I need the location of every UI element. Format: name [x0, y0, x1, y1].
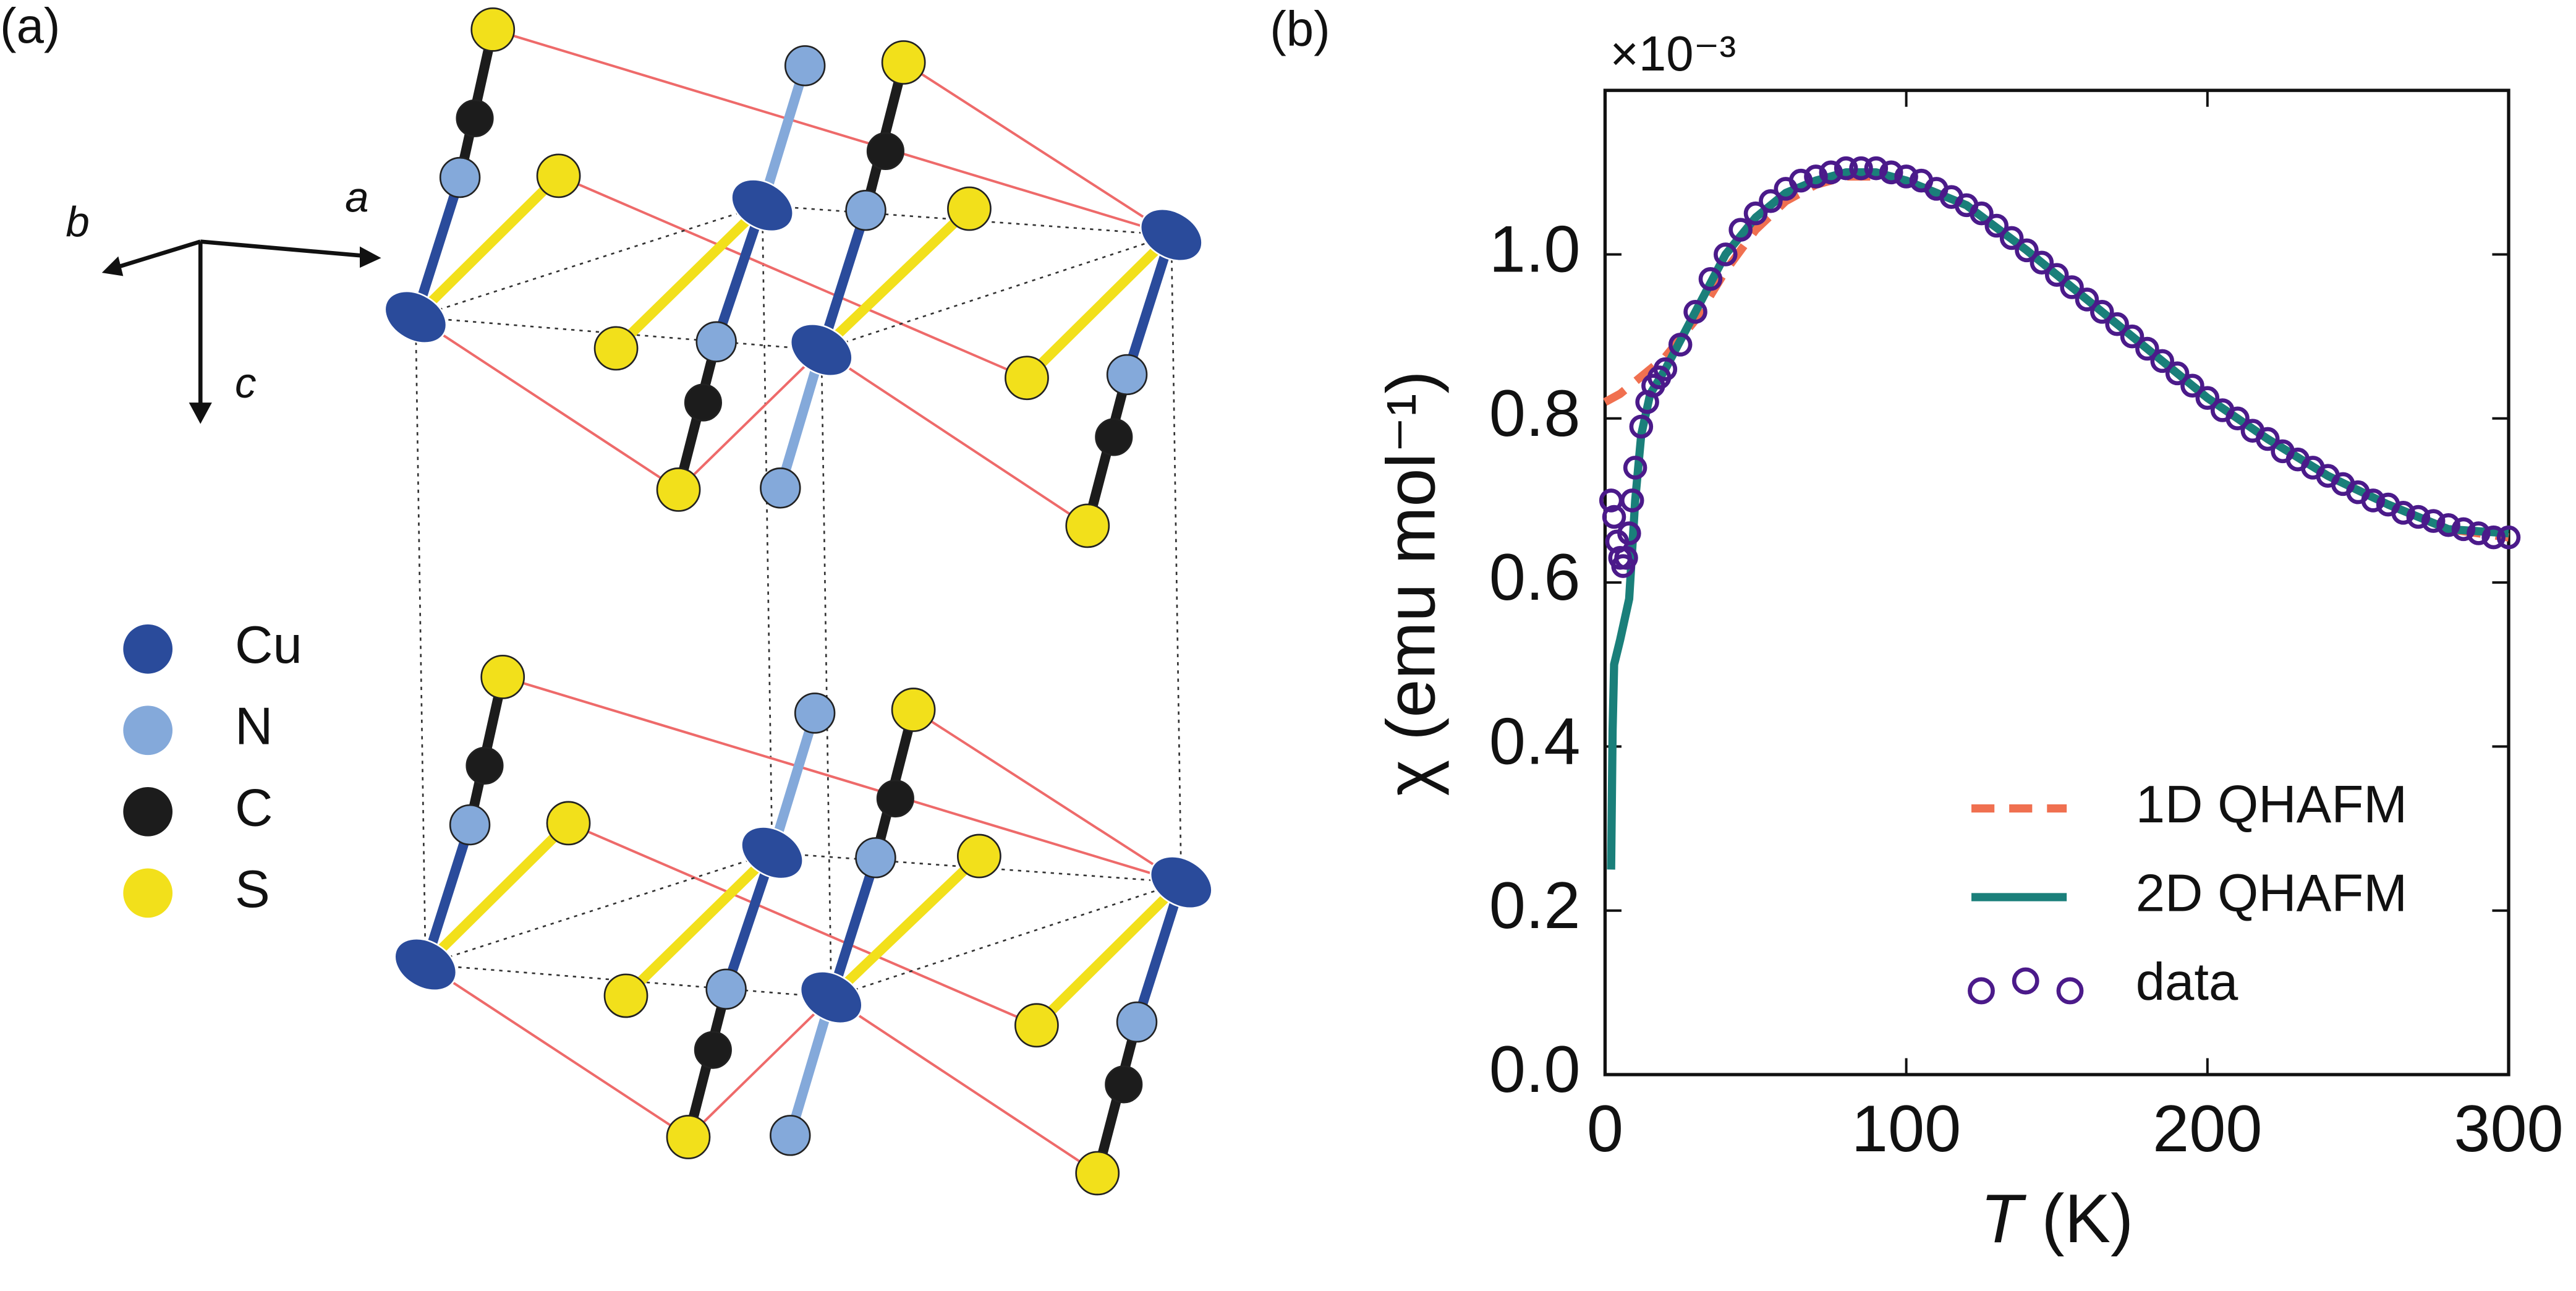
axis-letter: a	[345, 173, 368, 221]
y-axis-label: χ (emu mol⁻¹)	[1372, 370, 1449, 796]
data-point	[1804, 164, 1828, 189]
data-point	[2060, 275, 2084, 299]
legend-label: data	[2136, 953, 2238, 1012]
data-point	[1620, 488, 1644, 513]
multiplier: ×10⁻³	[1610, 26, 1736, 81]
legend-swatch	[123, 786, 173, 837]
y-tick-label: 0.0	[1489, 1033, 1581, 1106]
data-point	[2090, 300, 2114, 324]
data-point	[2105, 312, 2129, 336]
data-point	[1999, 226, 2024, 250]
legend-swatch	[123, 624, 173, 674]
data-point	[2075, 288, 2099, 312]
data-point	[2421, 509, 2446, 533]
data-point	[2135, 336, 2159, 361]
data-point	[2481, 525, 2506, 550]
axes-arrows	[101, 239, 381, 424]
data-point	[1714, 242, 1738, 266]
data-point	[2436, 513, 2460, 537]
legend-label: 2D QHAFM	[2136, 864, 2407, 922]
series-line	[1607, 168, 2509, 870]
data-point	[2015, 238, 2039, 263]
crystal-layer	[376, 8, 1212, 547]
x-tick-label: 200	[2153, 1092, 2262, 1165]
data-point	[1849, 156, 1873, 181]
data-point	[1788, 168, 1813, 193]
vertical-dotted	[415, 205, 1183, 998]
legend-marker	[2056, 977, 2084, 1005]
legend-label: C	[235, 778, 273, 837]
data-point	[2150, 349, 2175, 373]
x-tick-label: 100	[1851, 1092, 1961, 1165]
legend-label: 1D QHAFM	[2136, 775, 2407, 834]
data-point	[1743, 201, 1768, 226]
crystal-panel: (a) a b c	[0, 0, 1221, 1195]
data-point	[1759, 189, 1783, 213]
data-point	[2044, 263, 2069, 287]
x-tick-label: 0	[1587, 1092, 1623, 1165]
y-tick-label: 0.6	[1489, 540, 1581, 614]
data-point	[2180, 373, 2204, 398]
x-label-symbol: T	[1980, 1180, 2026, 1257]
data-point	[2496, 525, 2521, 550]
data-point	[1970, 201, 1994, 226]
data-point	[2255, 427, 2280, 451]
crystal-layer	[386, 655, 1222, 1195]
data-point	[2225, 406, 2250, 431]
atom-legend: Cu NCS	[123, 616, 302, 919]
data-point	[2165, 361, 2190, 386]
data-point	[1894, 164, 1918, 189]
chart-panel: (b) ×10⁻³ χ (emu mol⁻¹) T (K) 0 100 200 300…	[1270, 1, 2563, 1257]
x-tick-label: 300	[2454, 1092, 2563, 1165]
data-point	[1864, 156, 1889, 181]
y-tick-label: 1.0	[1489, 213, 1581, 286]
data-point	[1984, 213, 2009, 238]
x-axis-label: T (K)	[1980, 1180, 2133, 1257]
data-point	[2195, 386, 2220, 410]
axis-letter: c	[235, 359, 257, 407]
data-point	[1834, 156, 1858, 181]
data-point	[1629, 414, 1654, 439]
data-point	[1668, 333, 1693, 357]
data-point	[2406, 505, 2431, 529]
panel-label: (a)	[0, 0, 60, 53]
panel-label: (b)	[1270, 1, 1330, 56]
legend-swatch	[123, 868, 173, 918]
legend-label: Cu	[235, 616, 302, 675]
x-label-unit: (K)	[2041, 1180, 2133, 1257]
axis-letter: b	[66, 197, 89, 245]
legend-label: S	[235, 860, 270, 919]
legend-label: N	[235, 697, 273, 756]
data-point	[1728, 218, 1753, 242]
data-point	[1879, 160, 1903, 185]
legend-swatch	[123, 705, 173, 756]
data-point	[1617, 521, 1641, 545]
data-point	[1819, 160, 1843, 185]
data-point	[1623, 456, 1647, 480]
y-tick-label: 0.4	[1489, 704, 1581, 778]
legend-marker	[2012, 967, 2039, 995]
y-tick-label: 0.8	[1489, 377, 1581, 450]
data-point	[2451, 517, 2476, 542]
data-point	[2030, 250, 2054, 275]
data-point	[2467, 521, 2491, 545]
data-point	[2391, 501, 2415, 525]
data-point	[1683, 300, 1707, 324]
legend-marker	[1968, 977, 1995, 1005]
y-tick-label: 0.2	[1489, 869, 1581, 942]
data-point	[1602, 505, 1626, 529]
data-point	[2120, 324, 2145, 349]
data-point	[2361, 488, 2386, 513]
data-point	[1614, 546, 1638, 570]
data-point	[1653, 357, 1678, 381]
data-point	[1698, 266, 1723, 291]
